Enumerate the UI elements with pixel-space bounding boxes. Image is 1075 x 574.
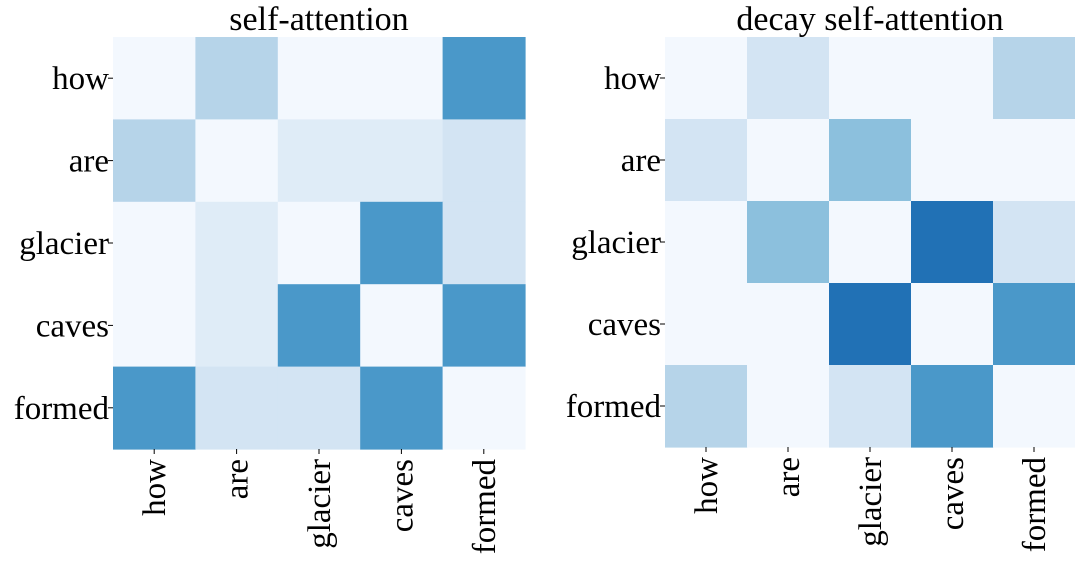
- heatmap-cell-caves-formed: [993, 283, 1075, 366]
- x-tick-label-how: how: [137, 459, 173, 516]
- heatmap-cell-glacier-glacier: [829, 201, 912, 284]
- heatmap-cell-caves-glacier: [277, 284, 361, 368]
- heatmap-cell-caves-formed: [442, 284, 526, 368]
- heatmap-cell-caves-are: [195, 284, 279, 368]
- heatmap-cell-glacier-formed: [993, 201, 1075, 284]
- heatmap-cell-formed-are: [195, 366, 279, 450]
- x-tick-label-caves: caves: [384, 459, 420, 532]
- heatmap-cell-caves-how: [665, 283, 748, 366]
- heatmap-cell-glacier-how: [665, 201, 748, 284]
- heatmap-cell-formed-how: [665, 365, 748, 448]
- heatmap-cell-how-are: [747, 37, 830, 120]
- y-tick-label-glacier: glacier: [19, 226, 109, 262]
- x-tick-label-glacier: glacier: [302, 459, 338, 549]
- y-tick-label-how: how: [52, 61, 109, 97]
- heatmap-cell-how-are: [195, 37, 279, 120]
- heatmap-cell-glacier-caves: [360, 201, 444, 285]
- heatmap-cell-formed-glacier: [277, 366, 361, 450]
- heatmap-cell-caves-are: [747, 283, 830, 366]
- heatmap-cell-are-caves: [360, 119, 444, 203]
- heatmap-cell-glacier-formed: [442, 201, 526, 285]
- y-tick-label-caves: caves: [36, 308, 109, 344]
- heatmap-cell-caves-caves: [360, 284, 444, 368]
- x-tick-label-formed: formed: [467, 459, 503, 555]
- heatmap-cell-glacier-how: [113, 201, 196, 285]
- x-tick-label-caves: caves: [935, 457, 971, 530]
- y-tick-label-are: are: [621, 143, 661, 179]
- heatmap-cell-glacier-glacier: [277, 201, 361, 285]
- heatmap-cell-how-glacier: [829, 37, 912, 120]
- heatmap-cell-how-how: [665, 37, 748, 120]
- heatmap-cell-are-are: [747, 119, 830, 202]
- x-tick-label-how: how: [689, 457, 725, 514]
- heatmap-cell-are-glacier: [277, 119, 361, 203]
- heatmap-cell-are-how: [113, 119, 196, 203]
- heatmap-cell-are-formed: [993, 119, 1075, 202]
- heatmap-cell-are-how: [665, 119, 748, 202]
- heatmap-cell-caves-how: [113, 284, 196, 368]
- y-tick-label-are: are: [69, 144, 109, 180]
- heatmap-cell-how-how: [113, 37, 196, 120]
- x-tick-label-are: are: [771, 457, 807, 497]
- heatmap-cell-formed-caves: [360, 366, 444, 450]
- heatmap-cell-formed-how: [113, 366, 196, 450]
- x-tick-label-formed: formed: [1017, 457, 1053, 553]
- heatmap-cell-formed-formed: [442, 366, 526, 450]
- heatmap-cell-caves-caves: [911, 283, 994, 366]
- heatmap-cell-formed-glacier: [829, 365, 912, 448]
- heatmap-cell-glacier-are: [195, 201, 279, 285]
- heatmap-cell-how-caves: [360, 37, 444, 120]
- heatmap-cell-are-formed: [442, 119, 526, 203]
- heatmap-cell-are-glacier: [829, 119, 912, 202]
- heatmap-cell-are-caves: [911, 119, 994, 202]
- y-tick-label-how: how: [604, 61, 661, 97]
- chart-title: self-attention: [229, 1, 408, 38]
- heatmap-panel-2: decay self-attention how are glacier caves fo…: [566, 1, 1075, 552]
- heatmap-cell-glacier-are: [747, 201, 830, 284]
- heatmap-cell-formed-formed: [993, 365, 1075, 448]
- heatmap-cell-how-glacier: [277, 37, 361, 120]
- y-tick-label-formed: formed: [14, 391, 110, 427]
- y-tick-label-formed: formed: [566, 389, 662, 425]
- heatmap-cell-are-are: [195, 119, 279, 203]
- heatmap-cell-caves-glacier: [829, 283, 912, 366]
- heatmap-cell-how-formed: [442, 37, 526, 120]
- heatmap-cell-formed-are: [747, 365, 830, 448]
- heatmap-cell-glacier-caves: [911, 201, 994, 284]
- y-tick-label-caves: caves: [588, 307, 661, 343]
- chart-title: decay self-attention: [736, 1, 1003, 38]
- y-tick-label-glacier: glacier: [571, 225, 661, 261]
- heatmap-panel-1: self-attention how are glacier caves formed ho…: [14, 1, 526, 554]
- heatmap-cell-how-caves: [911, 37, 994, 120]
- heatmap-cell-how-formed: [993, 37, 1075, 120]
- heatmap-cell-formed-caves: [911, 365, 994, 448]
- x-tick-label-glacier: glacier: [853, 457, 889, 547]
- x-tick-label-are: are: [220, 459, 256, 499]
